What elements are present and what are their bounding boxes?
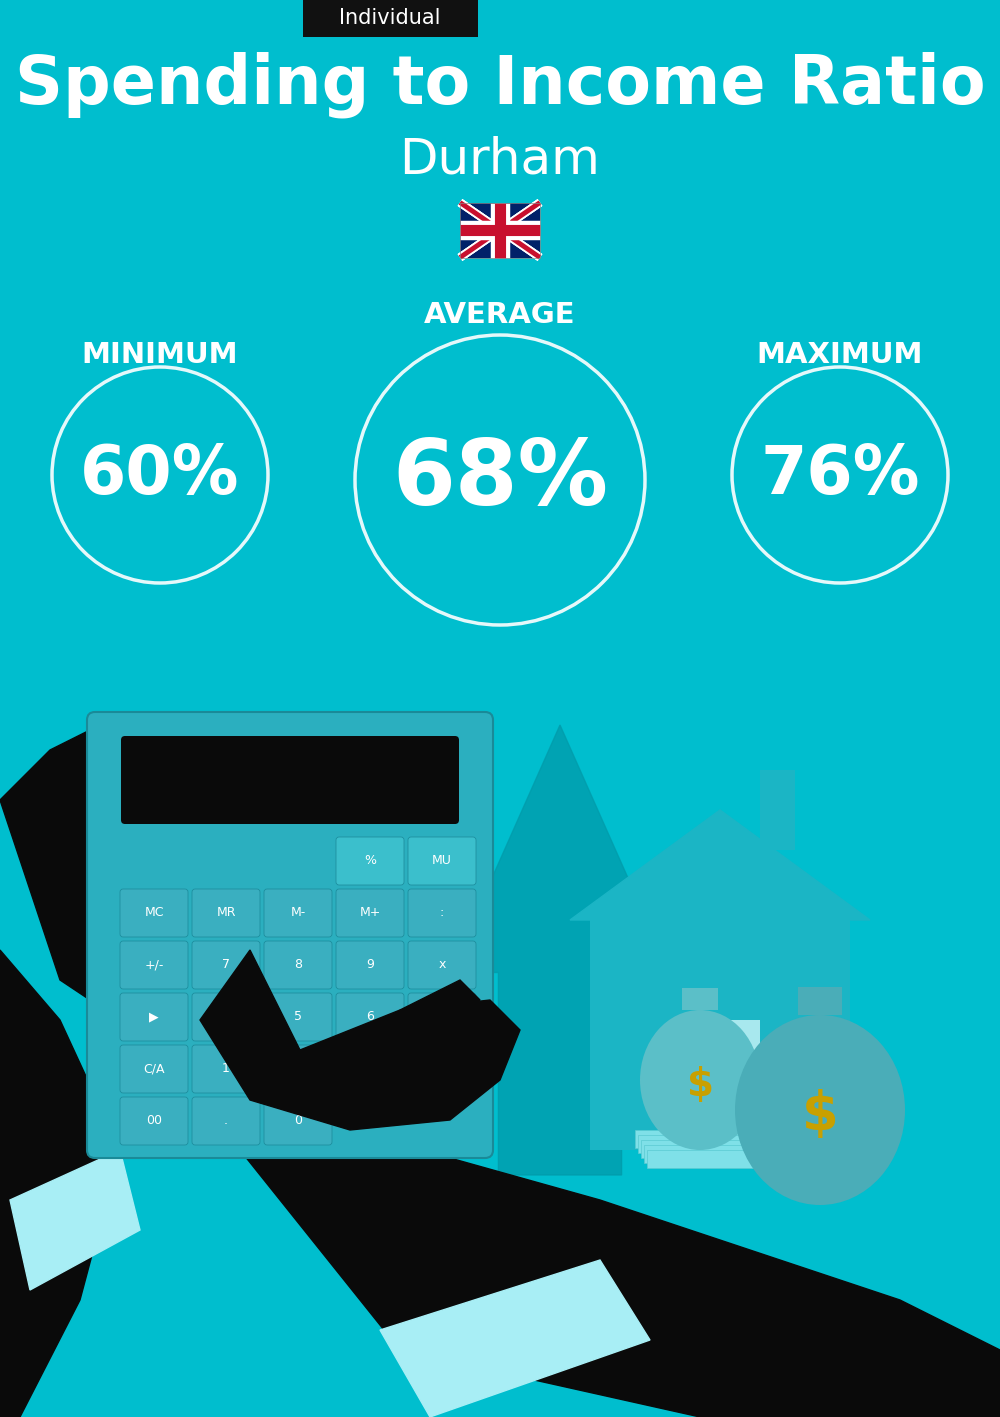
FancyBboxPatch shape [264,941,332,989]
Text: 3: 3 [366,1063,374,1076]
FancyBboxPatch shape [120,888,188,937]
Text: 9: 9 [366,958,374,972]
FancyBboxPatch shape [120,993,188,1041]
Text: 0: 0 [294,1115,302,1128]
Text: %: % [364,854,376,867]
FancyBboxPatch shape [192,941,260,989]
FancyBboxPatch shape [336,993,404,1041]
FancyBboxPatch shape [408,993,476,1041]
FancyBboxPatch shape [120,941,188,989]
Polygon shape [200,1100,1000,1417]
Bar [460,203,540,258]
Text: Durham: Durham [400,136,600,184]
FancyBboxPatch shape [336,1044,404,1093]
Bar [460,203,540,258]
Text: ▶: ▶ [149,1010,159,1023]
Bar [644,1145,764,1163]
FancyBboxPatch shape [120,1044,188,1093]
Text: 8: 8 [294,958,302,972]
Bar [760,769,795,850]
Bar [635,1129,755,1148]
Text: $: $ [802,1090,838,1141]
Polygon shape [0,949,120,1417]
Text: 2: 2 [294,1063,302,1076]
FancyBboxPatch shape [264,1044,332,1093]
Bar [641,1141,761,1158]
Polygon shape [450,726,670,1175]
Polygon shape [380,1260,650,1417]
FancyBboxPatch shape [408,888,476,937]
FancyBboxPatch shape [408,837,476,886]
Text: 00: 00 [146,1115,162,1128]
Text: C/A: C/A [143,1063,165,1076]
Bar [682,988,718,1010]
Text: 1: 1 [222,1063,230,1076]
Text: 68%: 68% [392,436,608,524]
Text: Spending to Income Ratio: Spending to Income Ratio [15,52,985,118]
Bar [638,1135,758,1153]
Text: 60%: 60% [80,442,240,509]
FancyBboxPatch shape [192,993,260,1041]
Text: AVERAGE: AVERAGE [424,300,576,329]
Polygon shape [400,981,480,1030]
Text: M+: M+ [359,907,381,920]
FancyBboxPatch shape [264,1097,332,1145]
Text: 7: 7 [222,958,230,972]
Bar [798,988,842,1015]
Bar [680,1020,760,1151]
Text: -: - [440,1010,444,1023]
Text: +/-: +/- [144,958,164,972]
Polygon shape [570,811,870,920]
FancyBboxPatch shape [336,941,404,989]
FancyBboxPatch shape [336,837,404,886]
FancyBboxPatch shape [336,888,404,937]
Text: M-: M- [290,907,306,920]
FancyBboxPatch shape [192,1044,260,1093]
FancyBboxPatch shape [120,1097,188,1145]
Text: x: x [438,958,446,972]
Text: 6: 6 [366,1010,374,1023]
FancyBboxPatch shape [87,711,493,1158]
FancyBboxPatch shape [192,1097,260,1145]
Ellipse shape [640,1010,760,1151]
Text: MR: MR [216,907,236,920]
Bar [647,1151,767,1168]
FancyBboxPatch shape [302,0,478,37]
Text: Individual: Individual [339,9,441,28]
Bar [590,920,850,1151]
Text: MINIMUM: MINIMUM [82,341,238,368]
Polygon shape [200,949,520,1129]
FancyBboxPatch shape [264,993,332,1041]
Polygon shape [10,1151,140,1289]
Text: MC: MC [144,907,164,920]
Text: :: : [440,907,444,920]
FancyBboxPatch shape [264,888,332,937]
Text: MAXIMUM: MAXIMUM [757,341,923,368]
FancyBboxPatch shape [121,735,459,825]
Text: 4: 4 [222,1010,230,1023]
FancyBboxPatch shape [408,941,476,989]
Polygon shape [0,720,200,1020]
Ellipse shape [735,1015,905,1204]
FancyBboxPatch shape [192,888,260,937]
Text: MU: MU [432,854,452,867]
Polygon shape [280,835,420,1165]
Text: 5: 5 [294,1010,302,1023]
Text: 76%: 76% [760,442,920,509]
Text: .: . [224,1115,228,1128]
Text: $: $ [686,1066,714,1104]
